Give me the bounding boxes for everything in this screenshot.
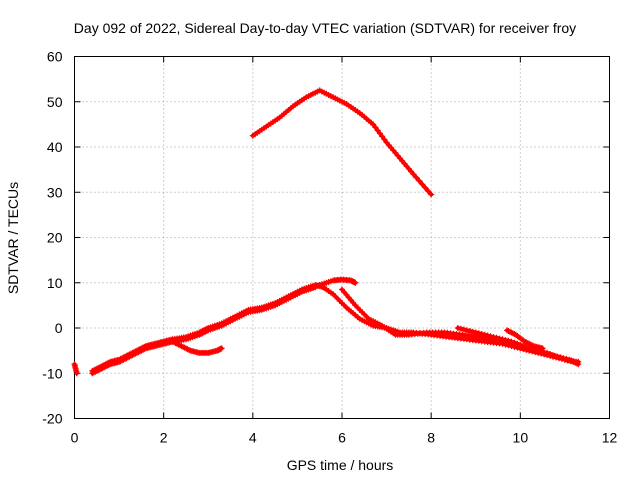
data-point	[553, 353, 559, 360]
series-lower-tail	[454, 325, 582, 365]
data-point	[520, 343, 527, 350]
data-point	[487, 333, 494, 340]
data-point	[457, 325, 464, 332]
data-point	[556, 354, 562, 361]
data-point	[541, 349, 548, 356]
data-point	[547, 351, 554, 357]
data-point	[505, 337, 512, 344]
data-point	[508, 338, 515, 345]
data-point	[493, 334, 500, 341]
x-tick-label: 12	[602, 430, 618, 446]
data-point	[558, 355, 565, 362]
data-point	[454, 325, 461, 331]
y-axis-label: SDTVAR / TECUs	[5, 182, 21, 294]
series-lower-short-dip	[169, 338, 225, 356]
data-point	[478, 331, 485, 337]
chart-title: Day 092 of 2022, Sidereal Day-to-day VTE…	[74, 20, 576, 36]
x-tick-label: 6	[338, 430, 346, 446]
data-point	[514, 340, 521, 347]
y-tick-label: 60	[47, 49, 63, 65]
x-tick-label: 0	[71, 430, 79, 446]
series-lower-tail-hump	[504, 327, 546, 352]
series-line	[250, 88, 434, 197]
data-point	[425, 188, 432, 195]
x-tick-label: 8	[427, 430, 435, 446]
y-tick-label: 40	[47, 139, 63, 155]
data-point	[539, 345, 546, 352]
data-point	[73, 370, 80, 377]
x-tick-label: 4	[249, 430, 257, 446]
data-point	[466, 328, 473, 334]
data-point	[422, 184, 429, 191]
data-point	[550, 352, 556, 359]
data-point	[416, 177, 423, 184]
data-point	[481, 331, 488, 338]
data-point	[544, 349, 551, 356]
y-tick-label: 0	[55, 320, 63, 336]
series-upper-arc	[249, 87, 435, 198]
y-tick-label: -20	[42, 411, 62, 427]
data-point	[428, 191, 435, 198]
data-point	[496, 335, 503, 342]
data-point	[499, 336, 506, 343]
data-point	[413, 174, 420, 181]
data-point	[502, 337, 509, 344]
series-group	[71, 87, 582, 377]
data-point	[517, 342, 524, 348]
data-point	[419, 181, 426, 188]
x-axis-label: GPS time / hours	[287, 457, 394, 473]
data-point	[484, 332, 491, 339]
y-tick-labels: -20 -10 0 10 20 30 40 50 60	[42, 49, 62, 427]
y-tick-label: 50	[47, 94, 63, 110]
series-outlier-left	[71, 361, 80, 377]
data-point	[460, 326, 467, 333]
y-tick-label: -10	[42, 365, 62, 381]
axis-ticks	[74, 56, 610, 419]
y-tick-label: 20	[47, 230, 63, 246]
data-point	[511, 339, 518, 346]
x-tick-label: 10	[513, 430, 529, 446]
data-point	[463, 327, 470, 334]
x-tick-labels: 0 2 4 6 8 10 12	[71, 430, 618, 446]
data-point	[379, 133, 386, 140]
data-point	[490, 334, 497, 341]
data-point	[575, 358, 582, 365]
y-tick-label: 30	[47, 184, 63, 200]
data-point	[218, 345, 225, 352]
data-point	[475, 330, 482, 337]
series-lower-peak	[303, 276, 359, 293]
x-tick-label: 2	[160, 430, 168, 446]
y-tick-label: 10	[47, 275, 63, 291]
data-point	[472, 329, 479, 336]
data-point	[469, 328, 476, 335]
data-point	[352, 279, 359, 286]
series-lower-main-b	[89, 284, 319, 377]
grid-lines	[74, 56, 610, 419]
data-point	[410, 171, 417, 178]
